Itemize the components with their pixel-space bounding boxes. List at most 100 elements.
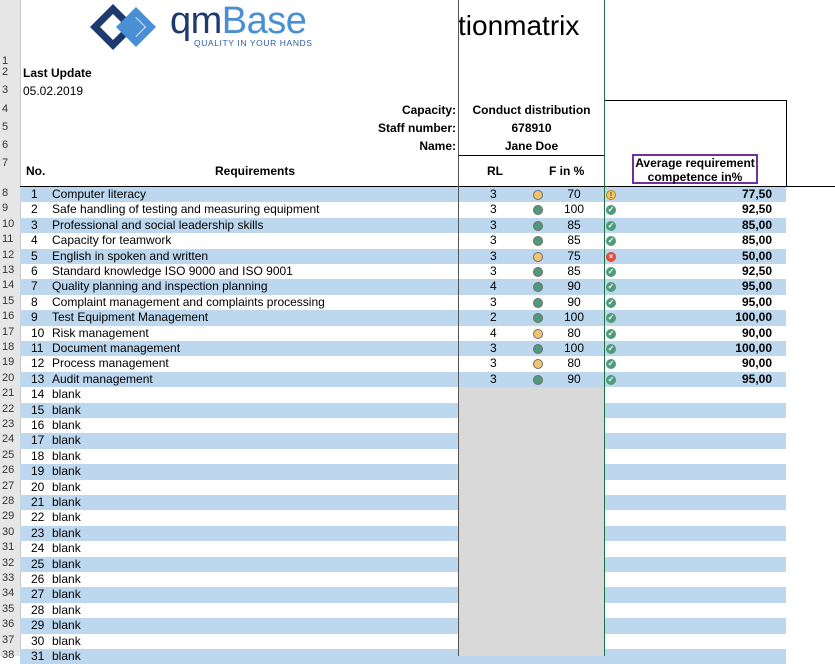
check-icon: ✓: [606, 374, 616, 385]
header-f-percent: F in %: [549, 164, 585, 178]
row-no: 7: [31, 279, 38, 294]
avg-value: 50,00: [741, 248, 772, 263]
status-dot-icon: [533, 236, 543, 247]
table-row[interactable]: 10 Risk management 4 80 90,00 ✓: [20, 326, 786, 341]
row-number[interactable]: 24: [2, 433, 15, 446]
row-number[interactable]: 7: [2, 157, 9, 169]
row-number[interactable]: 27: [2, 479, 15, 492]
row-number[interactable]: 19: [2, 356, 15, 369]
avg-value: 77,50: [741, 187, 772, 201]
table-row[interactable]: 23 blank: [20, 525, 786, 542]
table-row[interactable]: 26 blank: [20, 572, 786, 587]
table-row[interactable]: 30 blank: [20, 634, 786, 649]
row-number[interactable]: 20: [2, 371, 15, 384]
requirement-name: blank: [52, 602, 81, 617]
table-row[interactable]: 9 Test Equipment Management 2 100 100,00 ✓: [20, 310, 786, 326]
row-number[interactable]: 38: [2, 649, 15, 661]
table-row[interactable]: 12 Process management 3 80 90,00 ✓: [20, 356, 786, 371]
status-dot-icon: [533, 282, 543, 293]
table-row[interactable]: 28 blank: [20, 603, 786, 618]
row-no: 13: [31, 371, 45, 386]
row-number[interactable]: 31: [2, 541, 15, 554]
requirement-name: Standard knowledge ISO 9000 and ISO 9001: [52, 264, 293, 278]
table-row[interactable]: 15 blank: [20, 402, 786, 418]
row-number[interactable]: 1: [2, 55, 9, 67]
table-row[interactable]: 21 blank: [20, 495, 786, 511]
row-number[interactable]: 13: [2, 264, 15, 276]
table-row[interactable]: 3 Professional and social leadership skil…: [20, 217, 786, 234]
status-dot-icon: [533, 297, 543, 308]
table-row[interactable]: 19 blank: [20, 464, 786, 480]
row-number[interactable]: 18: [2, 341, 15, 353]
row-number[interactable]: 35: [2, 602, 15, 615]
table-row[interactable]: 8 Complaint management and complaints pro…: [20, 295, 786, 310]
capacity-value[interactable]: Conduct distribution: [472, 103, 591, 117]
table-row[interactable]: 14 blank: [20, 387, 786, 402]
row-number[interactable]: 36: [2, 618, 15, 631]
row-number[interactable]: 23: [2, 418, 15, 430]
table-row[interactable]: 5 English in spoken and written 3 75 50,00 ×: [20, 248, 786, 264]
requirement-name: blank: [52, 525, 81, 540]
row-number[interactable]: 6: [2, 139, 9, 151]
row-number[interactable]: 14: [2, 279, 15, 292]
row-number[interactable]: 26: [2, 464, 15, 477]
f-value: 90: [567, 371, 581, 386]
row-number[interactable]: 30: [2, 525, 15, 538]
header-average-competence[interactable]: Average requirement competence in%: [632, 154, 758, 184]
requirement-name: Safe handling of testing and measuring e…: [52, 202, 320, 217]
row-number[interactable]: 28: [2, 495, 15, 507]
row-number[interactable]: 8: [2, 187, 9, 199]
row-number[interactable]: 32: [2, 556, 15, 569]
row-no: 3: [31, 217, 38, 232]
requirement-name: blank: [52, 510, 81, 525]
f-value: 85: [567, 264, 581, 278]
row-number[interactable]: 25: [2, 448, 15, 461]
table-row[interactable]: 25 blank: [20, 556, 786, 572]
row-number[interactable]: 34: [2, 587, 15, 600]
table-row[interactable]: 29 blank: [20, 618, 786, 634]
check-icon: ✓: [606, 205, 616, 216]
row-number[interactable]: 11: [2, 233, 14, 246]
row-number[interactable]: 9: [2, 202, 9, 215]
table-row[interactable]: 20 blank: [20, 480, 786, 495]
row-number[interactable]: 16: [2, 310, 15, 323]
row-number[interactable]: 17: [2, 325, 15, 338]
row-number[interactable]: 2: [2, 66, 9, 78]
table-row[interactable]: 7 Quality planning and inspection plannin…: [20, 279, 786, 295]
avg-box-top: [604, 100, 787, 101]
table-row[interactable]: 17 blank: [20, 433, 786, 449]
row-number[interactable]: 5: [2, 121, 9, 133]
table-row[interactable]: 11 Document management 3 100 100,00 ✓: [20, 341, 786, 357]
row-number[interactable]: 15: [2, 294, 15, 307]
row-number[interactable]: 33: [2, 572, 15, 584]
rl-value: 3: [490, 264, 497, 278]
staff-number-label: Staff number:: [378, 121, 456, 135]
row-number[interactable]: 3: [2, 84, 9, 96]
row-number[interactable]: 29: [2, 510, 15, 523]
avg-value: 100,00: [735, 341, 772, 355]
table-row[interactable]: 22 blank: [20, 510, 786, 525]
table-row[interactable]: 18 blank: [20, 449, 786, 464]
last-update-value[interactable]: 05.02.2019: [23, 84, 84, 98]
row-no: 15: [31, 402, 45, 417]
row-number[interactable]: 12: [2, 248, 15, 261]
staff-number-value[interactable]: 678910: [511, 121, 552, 135]
rl-value: 2: [490, 310, 497, 325]
table-row[interactable]: 24 blank: [20, 541, 786, 556]
row-number[interactable]: 22: [2, 402, 15, 415]
table-row[interactable]: 13 Audit management 3 90 95,00 ✓: [20, 371, 786, 388]
row-no: 20: [31, 479, 45, 494]
row-no: 31: [31, 649, 45, 663]
table-row[interactable]: 27 blank: [20, 587, 786, 603]
table-row[interactable]: 2 Safe handling of testing and measuring …: [20, 202, 786, 217]
table-row[interactable]: 31 blank: [20, 649, 786, 664]
table-row[interactable]: 6 Standard knowledge ISO 9000 and ISO 900…: [20, 264, 786, 279]
row-number[interactable]: 4: [2, 103, 9, 115]
row-number[interactable]: 37: [2, 633, 15, 646]
row-number[interactable]: 21: [2, 387, 15, 400]
table-row[interactable]: 4 Capacity for teamwork 3 85 85,00 ✓: [20, 233, 786, 248]
table-row[interactable]: 1 Computer literacy 3 70 77,50!: [20, 187, 786, 203]
row-number[interactable]: 10: [2, 217, 15, 230]
name-value[interactable]: Jane Doe: [504, 139, 559, 153]
table-row[interactable]: 16 blank: [20, 418, 786, 433]
